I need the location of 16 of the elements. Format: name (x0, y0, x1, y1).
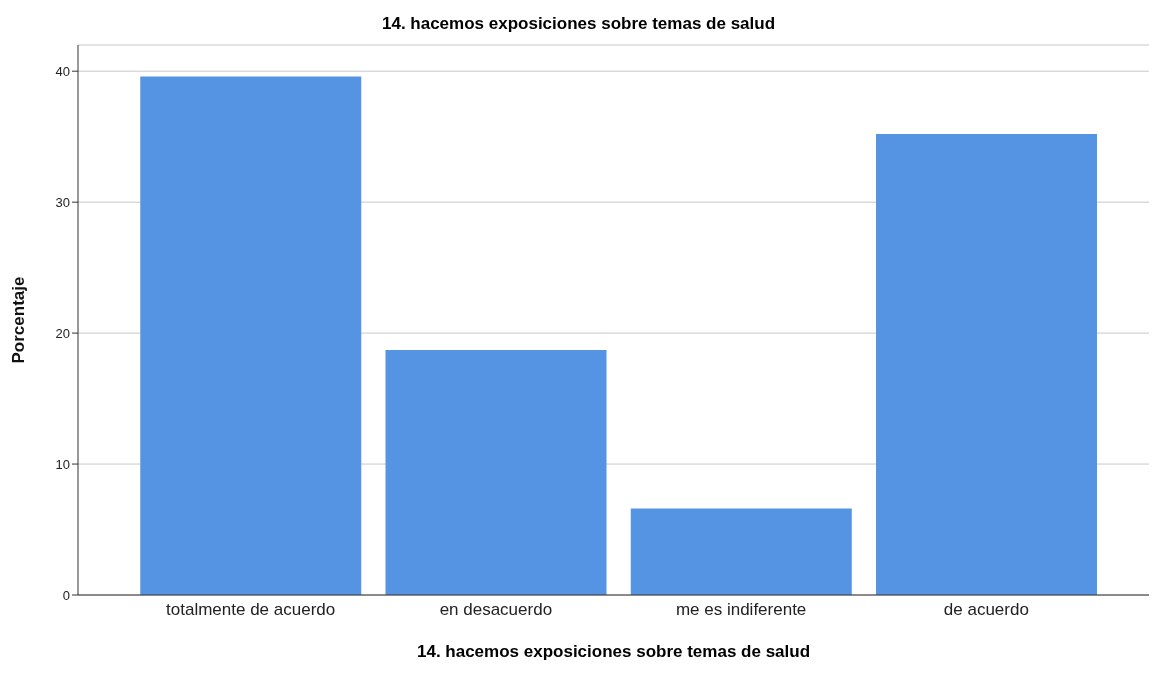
x-tick-label: totalmente de acuerdo (166, 600, 336, 620)
y-tick-label: 10 (55, 456, 70, 472)
x-axis-title: 14. hacemos exposiciones sobre temas de salud (415, 642, 812, 662)
y-tick-label: 20 (55, 325, 70, 341)
y-tick-label: 30 (55, 194, 70, 210)
y-axis-title: Porcentaje (9, 276, 29, 364)
x-tick-label: en desacuerdo (439, 600, 553, 620)
x-tick-label: me es indiferente (675, 600, 807, 620)
bar (630, 508, 852, 595)
y-tick-label: 40 (55, 63, 70, 79)
y-tick-label: 0 (62, 587, 70, 603)
x-tick-label: de acuerdo (943, 600, 1029, 620)
chart-title: 14. hacemos exposiciones sobre temas de salud (380, 13, 777, 35)
bar (876, 134, 1098, 595)
bar (140, 76, 362, 595)
bar (385, 350, 607, 595)
